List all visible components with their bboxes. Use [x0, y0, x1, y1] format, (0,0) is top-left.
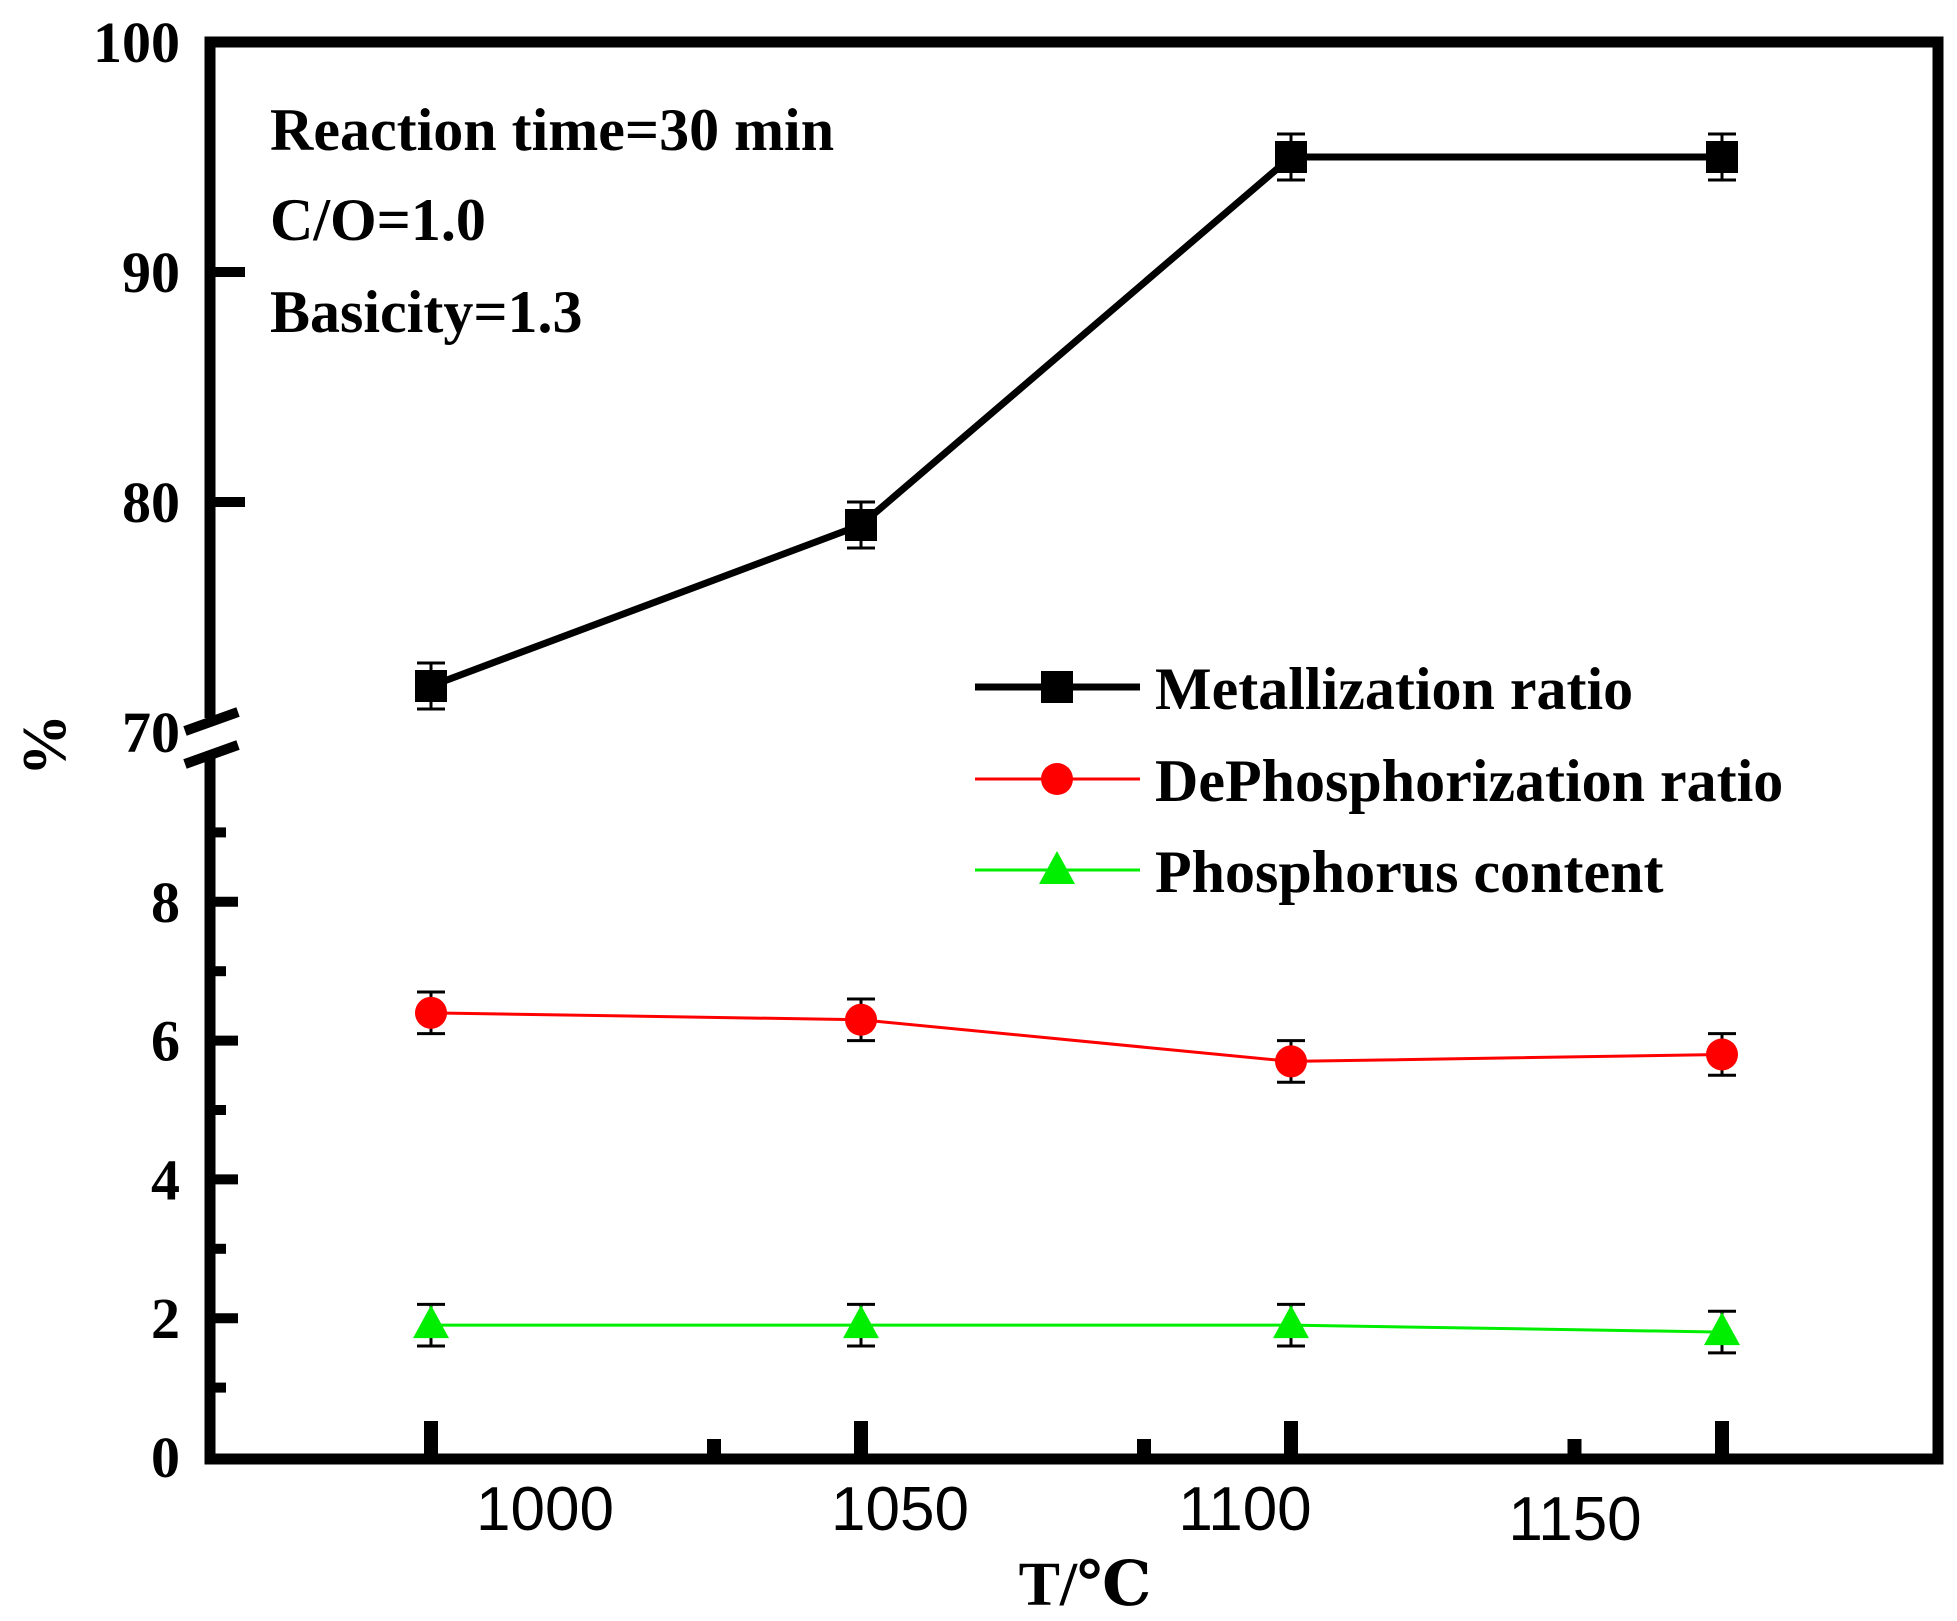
data-point-square [845, 509, 877, 541]
y-tick-label: 70 [122, 700, 180, 765]
legend-item-dephosphorization: DePhosphorization ratio [975, 748, 1783, 814]
series-phosphorus-content [413, 1302, 1740, 1355]
data-point-triangle [1704, 1312, 1740, 1346]
series-layer [413, 132, 1740, 1355]
legend: Metallization ratio DePhosphorization ra… [975, 656, 1783, 905]
y-tick-label: 0 [151, 1425, 180, 1490]
legend-item-metallization: Metallization ratio [975, 656, 1633, 722]
data-point-square [1275, 141, 1307, 173]
y-axis-title: % [11, 714, 79, 776]
annotation-basicity: Basicity=1.3 [270, 279, 583, 345]
legend-square-marker [1041, 671, 1073, 703]
data-point-circle [845, 1003, 877, 1036]
y-tick-label: 100 [93, 10, 180, 75]
x-axis-ticks: 1000 1050 1100 1150 [424, 1421, 1729, 1554]
y-tick-label: 2 [151, 1286, 180, 1351]
x-tick-label: 1000 [476, 1475, 614, 1544]
y-tick-label: 90 [122, 240, 180, 305]
series-line [429, 153, 1722, 690]
series-metallization-ratio [415, 132, 1738, 711]
data-point-circle [1275, 1045, 1307, 1078]
x-tick-label: 1100 [1178, 1475, 1311, 1544]
legend-triangle-marker [1039, 851, 1075, 884]
data-point-circle [415, 996, 447, 1029]
data-point-square [1706, 141, 1738, 173]
data-point-triangle [413, 1305, 449, 1339]
y-tick-label: 6 [151, 1009, 180, 1074]
legend-label-metallization: Metallization ratio [1155, 656, 1633, 722]
x-tick-label: 1150 [1508, 1485, 1641, 1554]
data-point-square [415, 670, 447, 702]
data-point-triangle [843, 1305, 879, 1339]
legend-item-phosphorus: Phosphorus content [975, 839, 1663, 905]
series-dephosphorization-ratio [415, 990, 1738, 1084]
y-tick-label: 8 [151, 870, 180, 935]
legend-circle-marker [1041, 763, 1073, 795]
x-tick-label: 1050 [831, 1475, 969, 1544]
legend-label-dephosphorization: DePhosphorization ratio [1155, 748, 1783, 814]
y-tick-label: 4 [151, 1147, 180, 1212]
series-line [430, 1011, 1723, 1063]
annotation-reaction-time: Reaction time=30 min [270, 97, 834, 163]
y-axis-ticks: 0 2 4 6 8 70 80 90 100 [93, 10, 245, 1490]
data-point-triangle [1273, 1305, 1309, 1339]
legend-label-phosphorus: Phosphorus content [1155, 839, 1663, 905]
series-line [431, 1323, 1723, 1334]
data-point-circle [1706, 1038, 1738, 1071]
axis-break-mark [183, 707, 240, 769]
y-tick-label: 80 [122, 470, 180, 535]
annotation-c-o-ratio: C/O=1.0 [270, 187, 486, 253]
x-axis-title: T/℃ [1019, 1551, 1152, 1619]
